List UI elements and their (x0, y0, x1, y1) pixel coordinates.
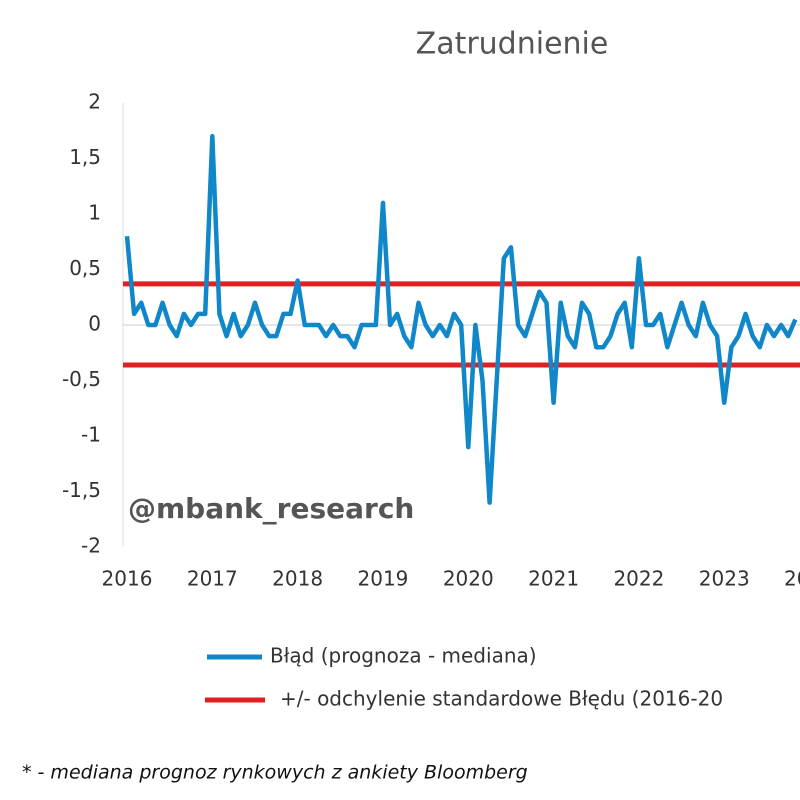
y-tick-label: 2 (88, 90, 101, 114)
y-tick-label: -0,5 (62, 367, 101, 391)
data-line (124, 134, 798, 505)
x-tick-label: 2016 (102, 567, 153, 591)
y-tick-label: 0,5 (69, 256, 101, 280)
footnote: * - mediana prognoz rynkowych z ankiety … (22, 762, 528, 784)
y-tick-label: -1 (81, 423, 101, 447)
y-tick-label: 0 (88, 312, 101, 336)
x-tick-label: 2021 (528, 567, 579, 591)
x-tick-label: 2023 (699, 567, 750, 591)
chart-title: Zatrudnienie (416, 27, 609, 62)
legend-label: +/- odchylenie standardowe Błędu (2016-2… (280, 687, 723, 711)
legend-label: Błąd (prognoza - mediana) (270, 644, 537, 668)
y-tick-label: -1,5 (62, 478, 101, 502)
x-tick-label: 2017 (187, 567, 238, 591)
watermark: @mbank_research (128, 492, 414, 525)
x-tick-label: 2019 (358, 567, 409, 591)
x-tick-label: 20 (784, 567, 800, 591)
x-tick-label: 2020 (443, 567, 494, 591)
x-tick-label: 2018 (272, 567, 323, 591)
y-tick-label: 1,5 (69, 145, 101, 169)
y-tick-label: 1 (88, 201, 101, 225)
y-tick-label: -2 (81, 534, 101, 558)
x-tick-label: 2022 (613, 567, 664, 591)
